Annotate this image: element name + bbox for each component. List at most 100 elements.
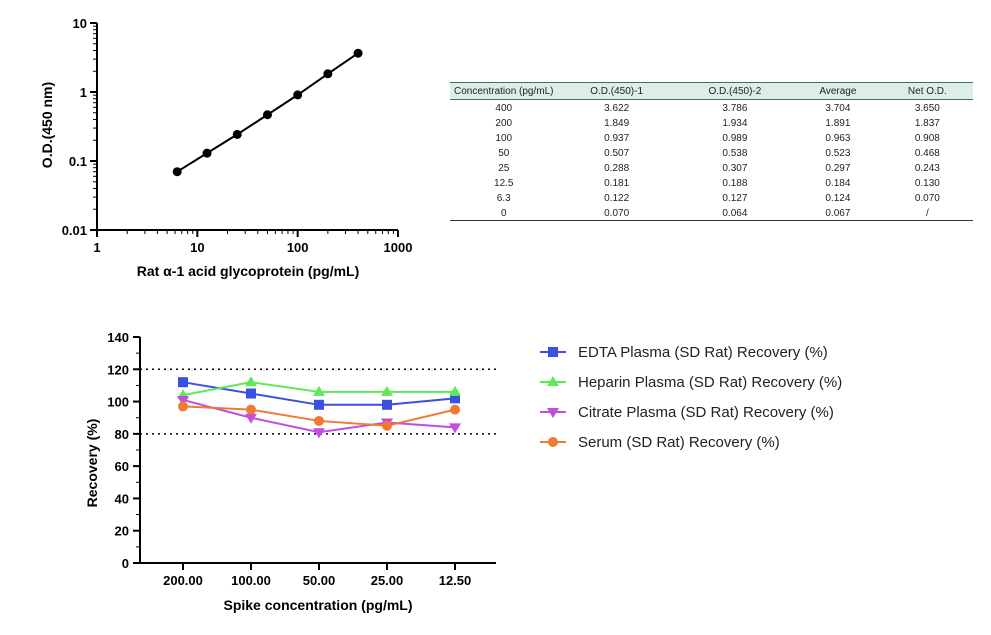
- table-cell: 0.181: [604, 177, 630, 189]
- series-point: [245, 376, 257, 387]
- table-cell: 0.067: [825, 207, 851, 219]
- table-cell: 1.849: [604, 117, 630, 129]
- table-cell: 1.837: [914, 117, 940, 129]
- table-cell: 0.188: [722, 177, 748, 189]
- standard-curve-point: [323, 69, 333, 79]
- table-cell: 1.891: [825, 117, 851, 129]
- table-cell: 0.130: [914, 177, 940, 189]
- column-header-net-od: Net O.D.: [907, 86, 947, 97]
- table-cell: 0.243: [914, 162, 940, 174]
- recovery-chart: 0 20 40 60 80 100 120 140 200.00 100.00 50.00 25.00…: [84, 330, 842, 613]
- x-tick-label: 50.00: [303, 573, 336, 588]
- y-tick-label: 140: [107, 330, 129, 345]
- recovery-axes: [139, 337, 496, 564]
- column-header-od2: O.D.(450)-2: [708, 86, 762, 97]
- y-tick-label: 100: [107, 395, 129, 410]
- table-cell: 1.934: [722, 117, 748, 129]
- table-cell: 0.468: [914, 147, 940, 159]
- x-tick-label: 25.00: [371, 573, 404, 588]
- od-data-table-container: Concentration (pg/mL) O.D.(450)-1 O.D.(4…: [450, 82, 973, 221]
- recovery-ticks: 0 20 40 60 80 100 120 140 200.00 100.00 50.00 25.00…: [107, 330, 471, 588]
- table-row: 12.5 0.181 0.188 0.184 0.130: [450, 175, 973, 190]
- series-point: [449, 423, 461, 434]
- x-tick-label: 200.00: [163, 573, 203, 588]
- table-cell: 50: [498, 147, 510, 159]
- table-cell: 0.908: [914, 132, 940, 144]
- recovery-marks: [177, 376, 461, 439]
- series-point: [313, 428, 325, 439]
- y-tick-label: 0.01: [62, 223, 87, 238]
- standard-curve-point: [293, 90, 303, 100]
- od-data-table: Concentration (pg/mL) O.D.(450)-1 O.D.(4…: [450, 82, 973, 221]
- legend-label: Heparin Plasma (SD Rat) Recovery (%): [578, 374, 842, 391]
- standard-curve-y-label: O.D.(450 nm): [39, 82, 55, 168]
- table-row: 200 1.849 1.934 1.891 1.837: [450, 115, 973, 130]
- legend-label: Serum (SD Rat) Recovery (%): [578, 434, 780, 451]
- x-tick-label: 100.00: [231, 573, 271, 588]
- recovery-x-label: Spike concentration (pg/mL): [223, 597, 412, 613]
- series-point: [450, 393, 460, 404]
- table-cell: 100: [495, 132, 513, 144]
- od-table-header: Concentration (pg/mL) O.D.(450)-1 O.D.(4…: [450, 82, 973, 100]
- x-tick-label: 12.50: [439, 573, 472, 588]
- table-cell: 0.523: [825, 147, 851, 159]
- table-cell: 3.704: [825, 102, 851, 114]
- y-tick-label: 40: [115, 491, 129, 506]
- x-tick-label: 1000: [384, 240, 413, 255]
- standard-curve-point: [202, 148, 212, 158]
- standard-curve-point: [172, 167, 182, 177]
- table-row: 6.3 0.122 0.127 0.124 0.070: [450, 190, 973, 205]
- table-cell: 12.5: [494, 177, 514, 189]
- series-point: [314, 399, 324, 410]
- table-cell: 0.963: [825, 132, 851, 144]
- series-point: [381, 385, 393, 396]
- series-point: [245, 413, 257, 424]
- table-cell: 0.989: [722, 132, 748, 144]
- table-cell: 0.127: [722, 192, 748, 204]
- standard-curve-x-label: Rat α-1 acid glycoprotein (pg/mL): [137, 263, 360, 279]
- legend-marker: [548, 437, 558, 447]
- legend-marker: [548, 347, 558, 357]
- table-row: 50 0.507 0.538 0.523 0.468: [450, 145, 973, 160]
- standard-curve-chart: 1 10 100 1000 0.01 0.1 1 10 Rat α-1 acid glycop…: [39, 16, 413, 279]
- table-cell: 0.507: [604, 147, 630, 159]
- standard-curve-point: [232, 129, 242, 139]
- series-point: [246, 404, 256, 415]
- series-point: [450, 404, 460, 415]
- table-cell: 0.297: [825, 162, 851, 174]
- table-cell: 0.064: [722, 207, 748, 219]
- y-tick-label: 10: [73, 16, 87, 31]
- recovery-y-label: Recovery (%): [84, 419, 100, 508]
- series-point: [178, 401, 188, 412]
- table-cell: /: [925, 207, 929, 219]
- y-tick-label: 80: [115, 427, 129, 442]
- y-tick-label: 1: [80, 85, 87, 100]
- standard-curve-point: [262, 110, 272, 120]
- series-point: [382, 420, 392, 431]
- table-cell: 400: [495, 102, 513, 114]
- standard-curve-marks: [172, 48, 363, 177]
- column-header-od1: O.D.(450)-1: [590, 86, 644, 97]
- standard-curve-point: [353, 48, 363, 58]
- od-table-body: 400 3.622 3.786 3.704 3.650 200 1.849 1.934 1.89…: [450, 100, 973, 221]
- table-cell: 0.122: [604, 192, 630, 204]
- table-cell: 6.3: [496, 192, 511, 204]
- table-cell: 3.786: [722, 102, 748, 114]
- table-row: 400 3.622 3.786 3.704 3.650: [450, 100, 973, 116]
- legend-label: EDTA Plasma (SD Rat) Recovery (%): [578, 344, 828, 361]
- standard-curve-ticks: 1 10 100 1000 0.01 0.1 1 10: [62, 16, 413, 255]
- y-tick-label: 0.1: [69, 154, 87, 169]
- x-tick-label: 100: [287, 240, 309, 255]
- y-tick-label: 60: [115, 459, 129, 474]
- table-cell: 200: [495, 117, 513, 129]
- table-cell: 0.937: [604, 132, 630, 144]
- table-cell: 0.288: [604, 162, 630, 174]
- standard-curve-axes: [96, 23, 398, 231]
- y-tick-label: 0: [122, 556, 129, 571]
- series-point: [177, 395, 189, 406]
- recovery-legend: EDTA Plasma (SD Rat) Recovery (%) Heparin…: [540, 344, 842, 451]
- series-point: [314, 415, 324, 426]
- y-tick-label: 20: [115, 524, 129, 539]
- od-table-header-row: Concentration (pg/mL) O.D.(450)-1 O.D.(4…: [450, 82, 973, 100]
- table-cell: 0.070: [604, 207, 630, 219]
